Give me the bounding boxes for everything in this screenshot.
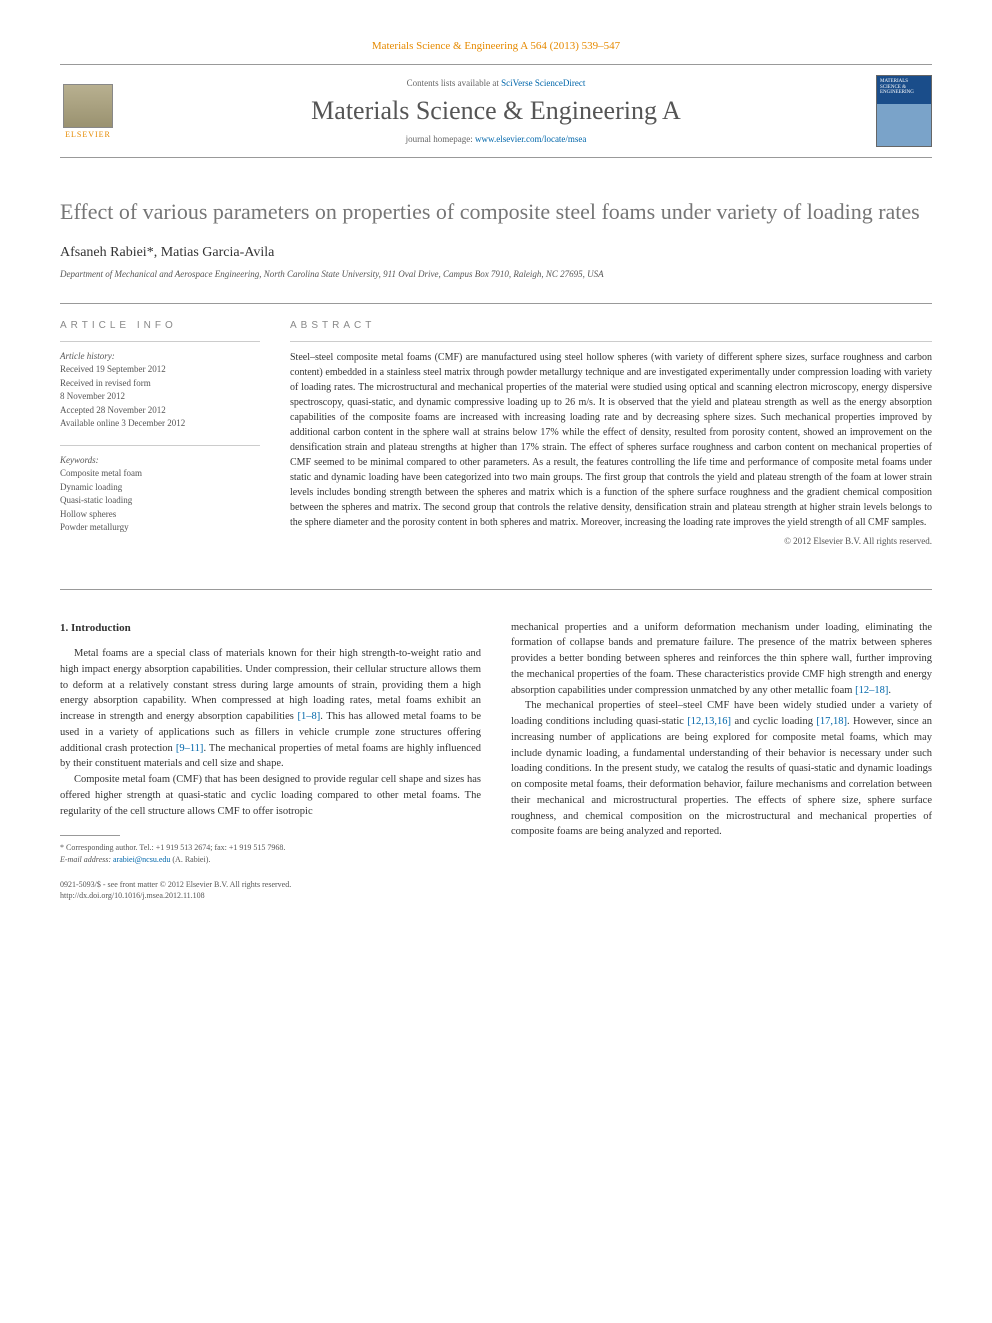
body-column-left: 1. Introduction Metal foams are a specia… — [60, 620, 481, 902]
body-column-right: mechanical properties and a uniform defo… — [511, 620, 932, 902]
abstract-column: ABSTRACT Steel–steel composite metal foa… — [290, 320, 932, 549]
body-text: . — [888, 685, 891, 696]
keyword: Powder metallurgy — [60, 521, 260, 535]
email-label: E-mail address: — [60, 855, 113, 864]
corresponding-author-footnote: * Corresponding author. Tel.: +1 919 513… — [60, 842, 481, 864]
journal-cover-thumbnail: MATERIALS SCIENCE & ENGINEERING — [876, 75, 932, 147]
elsevier-logo: ELSEVIER — [60, 81, 116, 141]
citation-link[interactable]: [17,18] — [816, 716, 847, 727]
body-paragraph: Composite metal foam (CMF) that has been… — [60, 772, 481, 819]
affiliation: Department of Mechanical and Aerospace E… — [60, 269, 932, 279]
corresponding-line: * Corresponding author. Tel.: +1 919 513… — [60, 842, 481, 853]
keyword: Quasi-static loading — [60, 494, 260, 508]
sciencedirect-link[interactable]: SciVerse ScienceDirect — [501, 78, 585, 88]
history-line: 8 November 2012 — [60, 390, 260, 404]
history-line: Accepted 28 November 2012 — [60, 404, 260, 418]
running-header: Materials Science & Engineering A 564 (2… — [60, 40, 932, 52]
email-suffix: (A. Rabiei). — [170, 855, 210, 864]
footnote-separator — [60, 835, 120, 836]
elsevier-tree-icon — [63, 84, 113, 128]
history-line: Available online 3 December 2012 — [60, 417, 260, 431]
abstract-heading: ABSTRACT — [290, 320, 932, 331]
citation-link[interactable]: [12–18] — [855, 685, 888, 696]
author-list: Afsaneh Rabiei*, Matias Garcia-Avila — [60, 245, 932, 261]
masthead-center: Contents lists available at SciVerse Sci… — [116, 78, 876, 144]
citation-link[interactable]: [12,13,16] — [687, 716, 731, 727]
body-two-column: 1. Introduction Metal foams are a specia… — [60, 620, 932, 902]
article-title: Effect of various parameters on properti… — [60, 198, 932, 227]
history-label: Article history: — [60, 350, 260, 364]
contents-prefix: Contents lists available at — [407, 78, 501, 88]
citation-link[interactable]: [9–11] — [176, 743, 204, 754]
history-line: Received in revised form — [60, 377, 260, 391]
author-email-link[interactable]: arabiei@ncsu.edu — [113, 855, 170, 864]
contents-available-line: Contents lists available at SciVerse Sci… — [116, 78, 876, 88]
issn-line: 0921-5093/$ - see front matter © 2012 El… — [60, 879, 481, 890]
email-line: E-mail address: arabiei@ncsu.edu (A. Rab… — [60, 854, 481, 865]
keyword: Composite metal foam — [60, 467, 260, 481]
history-line: Received 19 September 2012 — [60, 363, 260, 377]
body-paragraph: mechanical properties and a uniform defo… — [511, 620, 932, 699]
journal-title: Materials Science & Engineering A — [116, 96, 876, 126]
body-text: . However, since an increasing number of… — [511, 716, 932, 837]
keywords-label: Keywords: — [60, 454, 260, 468]
article-info-heading: ARTICLE INFO — [60, 320, 260, 331]
journal-cover-label: MATERIALS SCIENCE & ENGINEERING — [880, 79, 928, 96]
elsevier-label: ELSEVIER — [65, 130, 111, 139]
doi-block: 0921-5093/$ - see front matter © 2012 El… — [60, 879, 481, 901]
body-text: and cyclic loading — [731, 716, 816, 727]
section-divider — [60, 589, 932, 590]
journal-masthead: ELSEVIER Contents lists available at Sci… — [60, 64, 932, 158]
abstract-copyright: © 2012 Elsevier B.V. All rights reserved… — [290, 536, 932, 546]
body-paragraph: The mechanical properties of steel–steel… — [511, 698, 932, 840]
journal-homepage-line: journal homepage: www.elsevier.com/locat… — [116, 134, 876, 144]
citation-link[interactable]: [1–8] — [297, 711, 320, 722]
publisher-logo-block: ELSEVIER — [60, 81, 116, 141]
section-heading: 1. Introduction — [60, 620, 481, 637]
abstract-text: Steel–steel composite metal foams (CMF) … — [290, 341, 932, 530]
article-history-block: Article history: Received 19 September 2… — [60, 341, 260, 431]
section-number: 1. — [60, 622, 68, 634]
homepage-prefix: journal homepage: — [406, 134, 475, 144]
keywords-block: Keywords: Composite metal foam Dynamic l… — [60, 445, 260, 535]
keyword: Hollow spheres — [60, 508, 260, 522]
doi-link[interactable]: http://dx.doi.org/10.1016/j.msea.2012.11… — [60, 890, 481, 901]
section-title: Introduction — [71, 622, 131, 634]
article-info-sidebar: ARTICLE INFO Article history: Received 1… — [60, 320, 260, 549]
keyword: Dynamic loading — [60, 481, 260, 495]
journal-homepage-link[interactable]: www.elsevier.com/locate/msea — [475, 134, 586, 144]
body-paragraph: Metal foams are a special class of mater… — [60, 646, 481, 772]
